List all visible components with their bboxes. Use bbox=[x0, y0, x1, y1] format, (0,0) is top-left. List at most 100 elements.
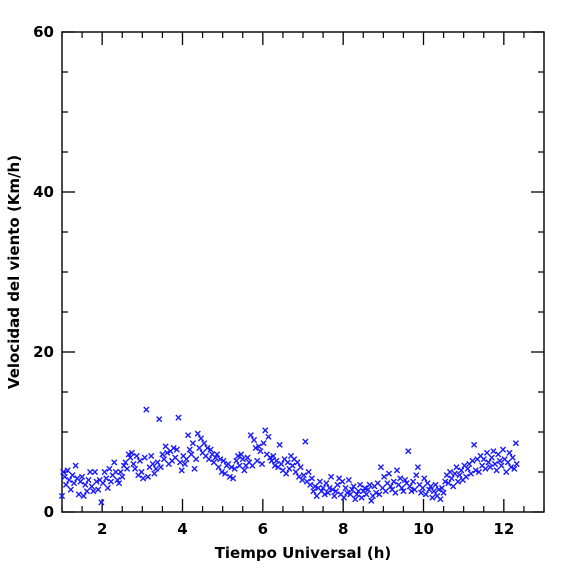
data-point bbox=[178, 467, 185, 474]
data-point bbox=[311, 483, 319, 490]
data-point bbox=[342, 484, 349, 492]
data-point bbox=[241, 467, 248, 474]
data-point bbox=[480, 456, 487, 463]
data-point bbox=[300, 472, 307, 479]
data-point bbox=[490, 448, 497, 455]
data-point bbox=[435, 486, 442, 493]
data-point bbox=[406, 483, 413, 490]
data-point bbox=[469, 457, 476, 464]
data-point bbox=[347, 491, 354, 498]
data-point bbox=[352, 496, 359, 503]
data-point bbox=[422, 491, 430, 498]
data-point bbox=[451, 470, 458, 477]
x-tick-label: 12 bbox=[493, 520, 514, 538]
data-point bbox=[364, 486, 372, 493]
data-point bbox=[363, 491, 370, 498]
data-point bbox=[250, 436, 258, 444]
data-point bbox=[385, 470, 393, 477]
data-point bbox=[446, 468, 454, 476]
data-point bbox=[419, 484, 426, 492]
y-tick-label: 60 bbox=[33, 23, 54, 41]
data-point bbox=[292, 468, 299, 476]
data-point bbox=[462, 473, 470, 480]
data-point bbox=[244, 454, 251, 461]
data-point bbox=[382, 488, 389, 495]
data-point bbox=[358, 494, 365, 501]
data-point bbox=[205, 456, 213, 463]
data-point bbox=[60, 468, 67, 476]
data-point bbox=[495, 451, 502, 458]
data-point bbox=[482, 465, 489, 472]
data-point bbox=[78, 473, 86, 480]
data-point bbox=[183, 456, 190, 463]
data-point bbox=[188, 451, 195, 458]
data-point bbox=[228, 464, 235, 471]
data-point bbox=[257, 448, 264, 455]
data-point bbox=[381, 473, 388, 480]
data-point bbox=[374, 480, 381, 487]
data-point bbox=[80, 492, 87, 500]
data-point bbox=[421, 475, 428, 482]
data-point bbox=[99, 480, 107, 487]
data-point bbox=[215, 464, 222, 471]
data-point bbox=[426, 486, 433, 493]
data-point bbox=[442, 478, 449, 485]
data-point bbox=[189, 440, 197, 447]
data-point bbox=[331, 492, 338, 500]
data-point bbox=[151, 470, 158, 477]
data-point bbox=[353, 491, 360, 498]
data-point bbox=[66, 476, 73, 484]
data-point bbox=[471, 441, 478, 448]
data-point bbox=[413, 472, 420, 479]
y-tick-label: 0 bbox=[44, 503, 54, 521]
y-tick-labels: 0 20 40 60 bbox=[33, 23, 54, 521]
data-point bbox=[130, 460, 137, 468]
data-point bbox=[249, 462, 256, 469]
data-point bbox=[506, 449, 513, 456]
data-point bbox=[361, 484, 368, 492]
data-point bbox=[62, 481, 70, 488]
data-point bbox=[61, 473, 68, 480]
data-point bbox=[387, 483, 394, 490]
data-point bbox=[88, 483, 95, 490]
data-point bbox=[414, 464, 421, 471]
data-point bbox=[122, 459, 129, 466]
data-point bbox=[417, 489, 425, 496]
data-point bbox=[83, 488, 90, 495]
data-point bbox=[430, 488, 438, 495]
x-tick-label: 8 bbox=[338, 520, 348, 538]
data-point bbox=[91, 468, 99, 476]
data-point bbox=[355, 488, 362, 495]
data-point bbox=[319, 484, 327, 492]
data-point bbox=[464, 465, 471, 472]
data-point bbox=[339, 478, 346, 485]
data-point bbox=[262, 427, 269, 434]
data-point bbox=[392, 489, 399, 496]
data-point bbox=[270, 452, 277, 460]
data-point bbox=[334, 481, 341, 488]
data-point bbox=[125, 451, 132, 458]
data-point bbox=[194, 430, 201, 437]
data-point bbox=[70, 480, 78, 487]
data-point bbox=[201, 440, 208, 447]
data-point bbox=[393, 467, 401, 474]
data-point bbox=[496, 457, 503, 464]
data-point bbox=[207, 446, 214, 453]
data-point bbox=[507, 464, 515, 471]
data-point bbox=[111, 459, 118, 466]
data-point bbox=[213, 451, 221, 458]
data-point bbox=[348, 486, 356, 493]
minor-ticks bbox=[61, 32, 545, 512]
data-point bbox=[159, 451, 166, 458]
data-point bbox=[136, 457, 144, 464]
data-point bbox=[173, 446, 180, 453]
data-point bbox=[276, 441, 283, 448]
data-point bbox=[106, 465, 113, 472]
data-point bbox=[148, 452, 155, 460]
data-point bbox=[313, 492, 320, 500]
data-point bbox=[210, 459, 217, 466]
data-point bbox=[475, 468, 483, 476]
data-point bbox=[400, 488, 407, 495]
data-point bbox=[204, 444, 211, 452]
